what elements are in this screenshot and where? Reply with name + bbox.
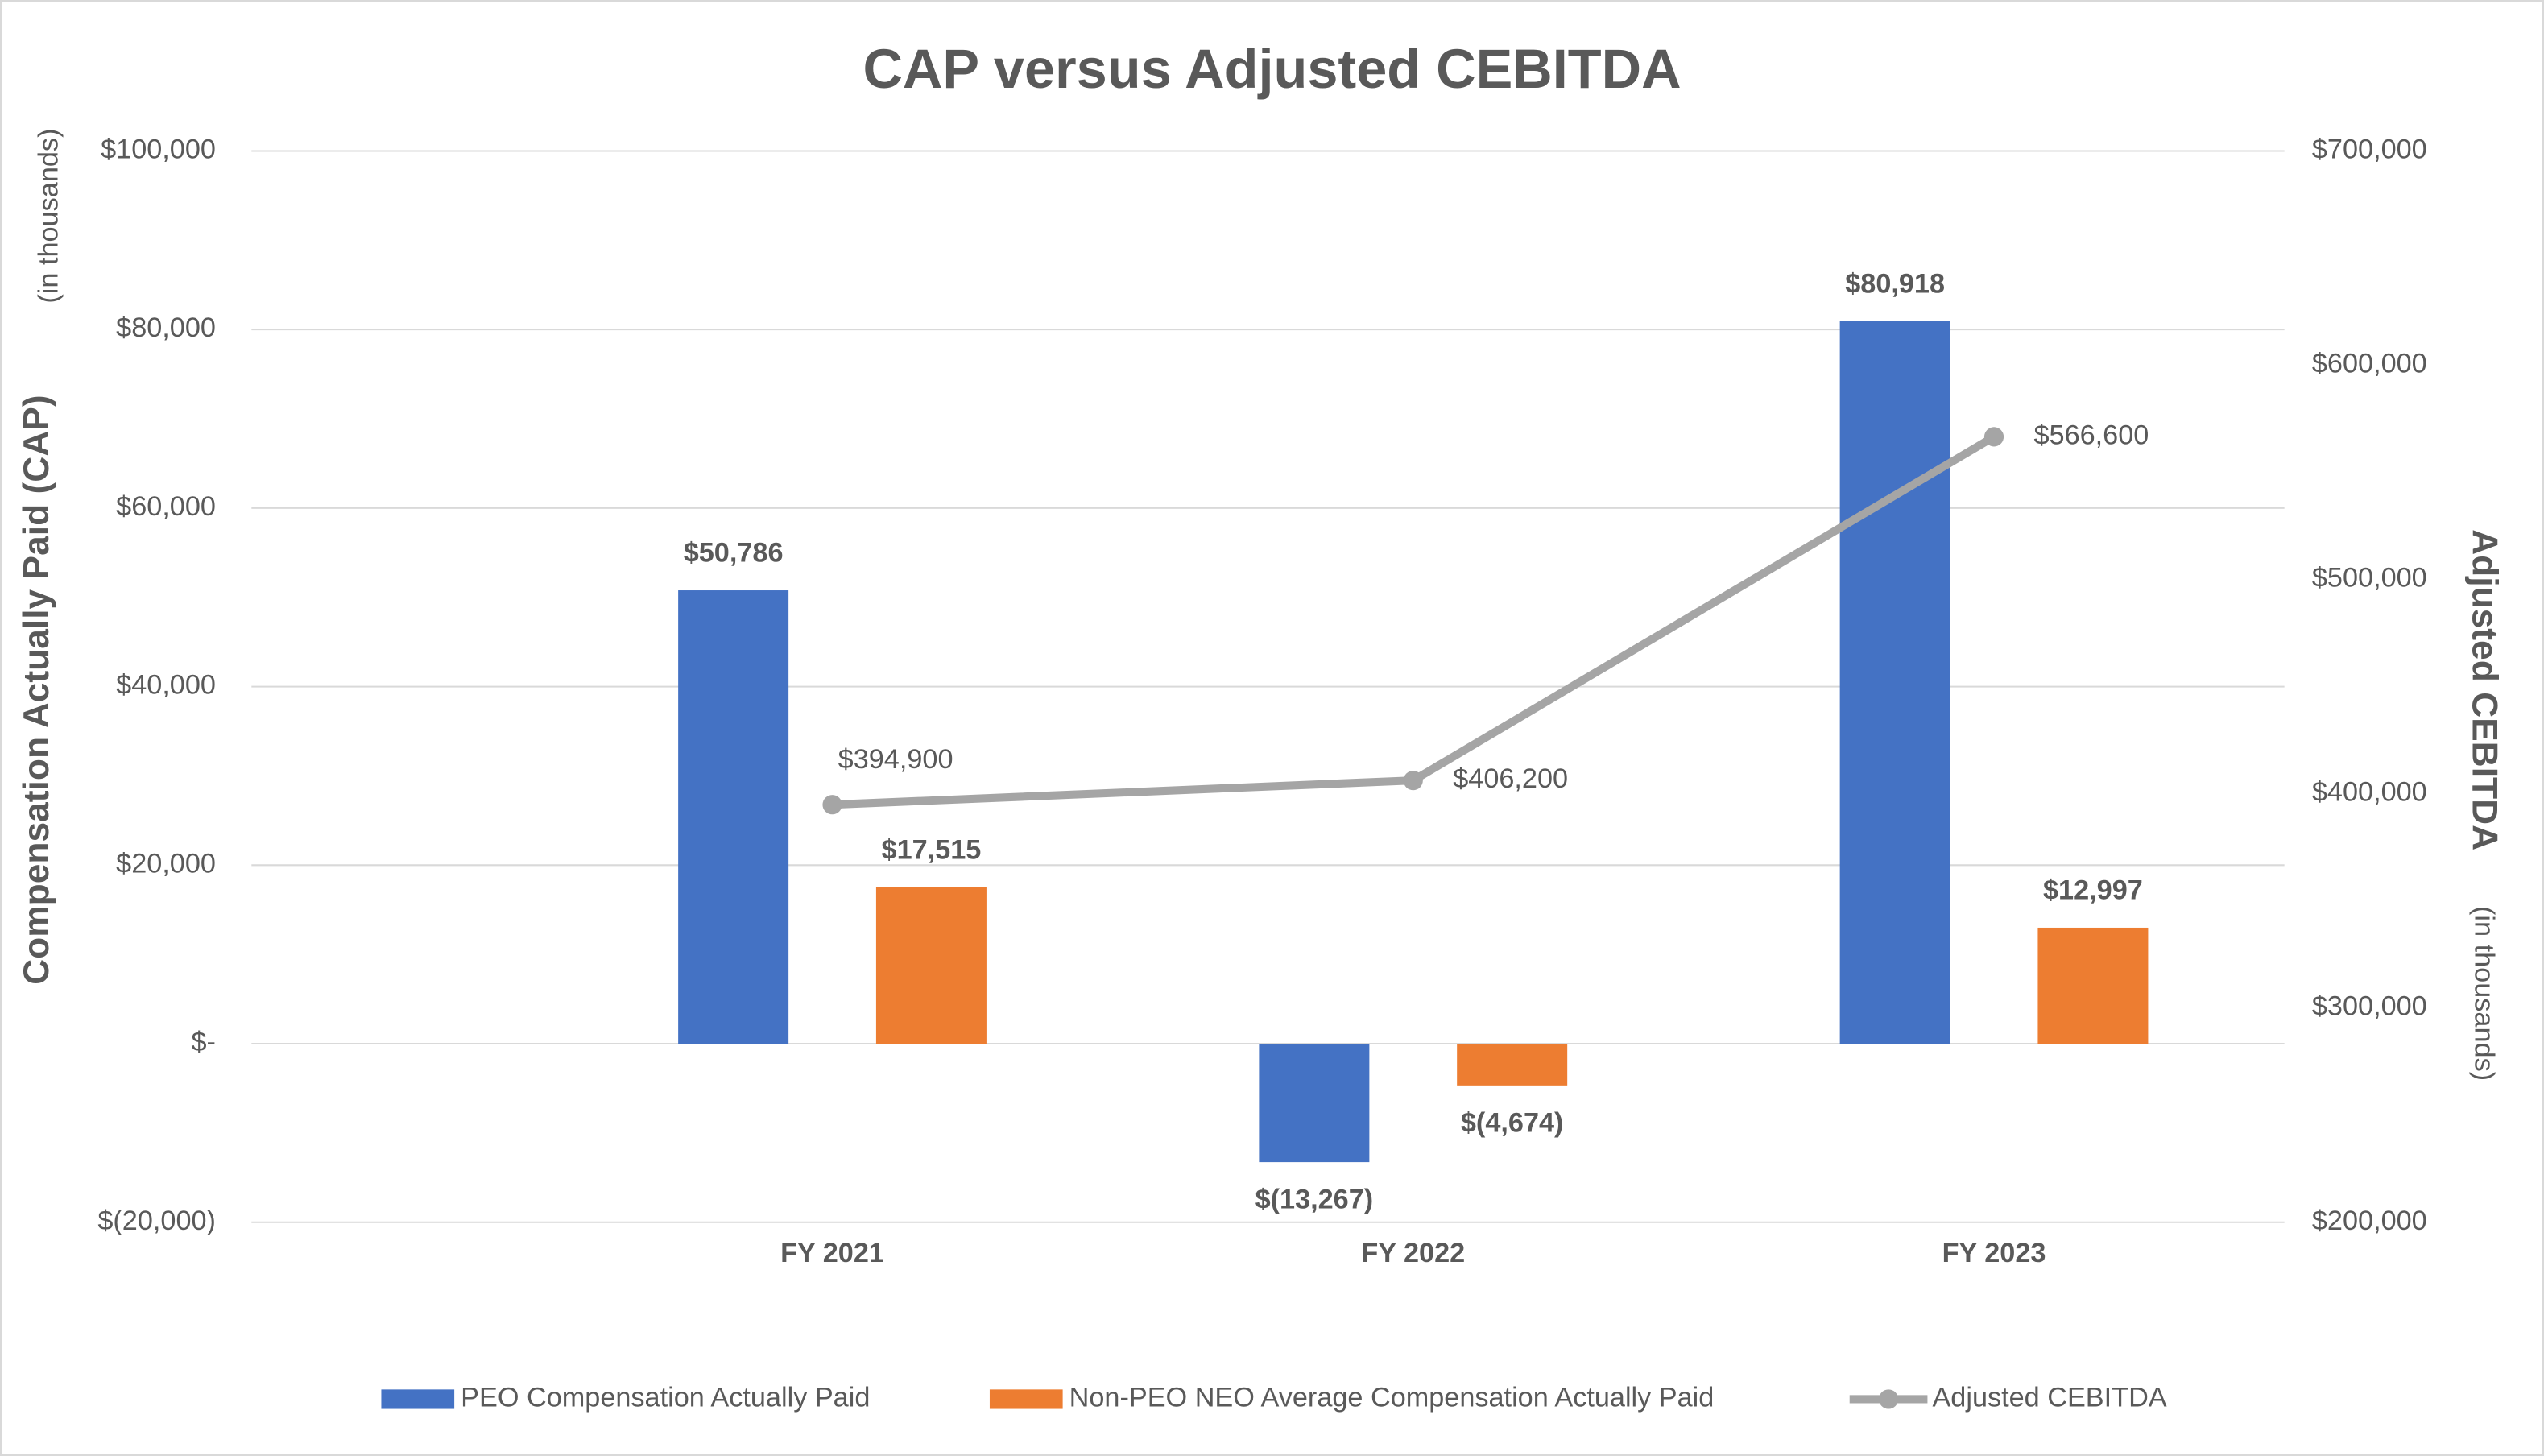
y2-tick-label: $600,000 bbox=[2312, 349, 2427, 379]
x-tick-label: FY 2023 bbox=[1942, 1238, 2046, 1268]
y-tick-label: $80,000 bbox=[116, 312, 216, 343]
y-tick-label: $20,000 bbox=[116, 848, 216, 879]
y-tick-label: $100,000 bbox=[101, 134, 216, 164]
y-tick-label: $(20,000) bbox=[97, 1206, 216, 1236]
data-label: $406,200 bbox=[1453, 763, 1568, 794]
data-label: $12,997 bbox=[2043, 875, 2143, 906]
data-label: $50,786 bbox=[684, 538, 784, 569]
bar bbox=[1457, 1044, 1568, 1086]
x-tick-label: FY 2022 bbox=[1361, 1238, 1465, 1268]
data-label: $(4,674) bbox=[1461, 1107, 1564, 1138]
line-marker bbox=[822, 795, 842, 815]
bar bbox=[678, 590, 789, 1044]
y2-tick-label: $200,000 bbox=[2312, 1206, 2427, 1236]
y2-tick-label: $700,000 bbox=[2312, 134, 2427, 164]
y-axis-note: (in thousands) bbox=[34, 129, 64, 304]
y-axis-title: Compensation Actually Paid (CAP) bbox=[17, 395, 56, 984]
chart-title: CAP versus Adjusted CEBITDA bbox=[862, 38, 1681, 100]
legend-label: Non-PEO NEO Average Compensation Actuall… bbox=[1069, 1382, 1715, 1413]
legend-swatch bbox=[989, 1389, 1063, 1409]
y2-tick-label: $300,000 bbox=[2312, 991, 2427, 1022]
y-tick-label: $40,000 bbox=[116, 670, 216, 701]
data-label: $394,900 bbox=[838, 744, 953, 775]
legend-label: PEO Compensation Actually Paid bbox=[461, 1382, 870, 1413]
bar bbox=[2037, 927, 2149, 1044]
legend-swatch bbox=[381, 1389, 455, 1409]
y2-axis-title: Adjusted CEBITDA bbox=[2465, 529, 2505, 850]
y2-tick-label: $400,000 bbox=[2312, 777, 2427, 808]
bar bbox=[1839, 321, 1950, 1044]
data-label: $566,600 bbox=[2033, 420, 2149, 450]
bar bbox=[875, 887, 987, 1044]
line-marker bbox=[1983, 427, 2004, 447]
y2-axis-note: (in thousands) bbox=[2468, 906, 2499, 1081]
legend-label: Adjusted CEBITDA bbox=[1932, 1382, 2166, 1413]
y-tick-label: $- bbox=[191, 1027, 215, 1057]
data-label: $80,918 bbox=[1845, 269, 1945, 300]
data-label: $17,515 bbox=[882, 835, 982, 866]
line-marker bbox=[1403, 771, 1423, 791]
x-tick-label: FY 2021 bbox=[780, 1238, 884, 1268]
y-tick-label: $60,000 bbox=[116, 491, 216, 522]
legend-swatch bbox=[1878, 1389, 1899, 1409]
bar bbox=[1259, 1044, 1370, 1163]
y2-tick-label: $500,000 bbox=[2312, 563, 2427, 594]
data-label: $(13,267) bbox=[1255, 1185, 1374, 1215]
